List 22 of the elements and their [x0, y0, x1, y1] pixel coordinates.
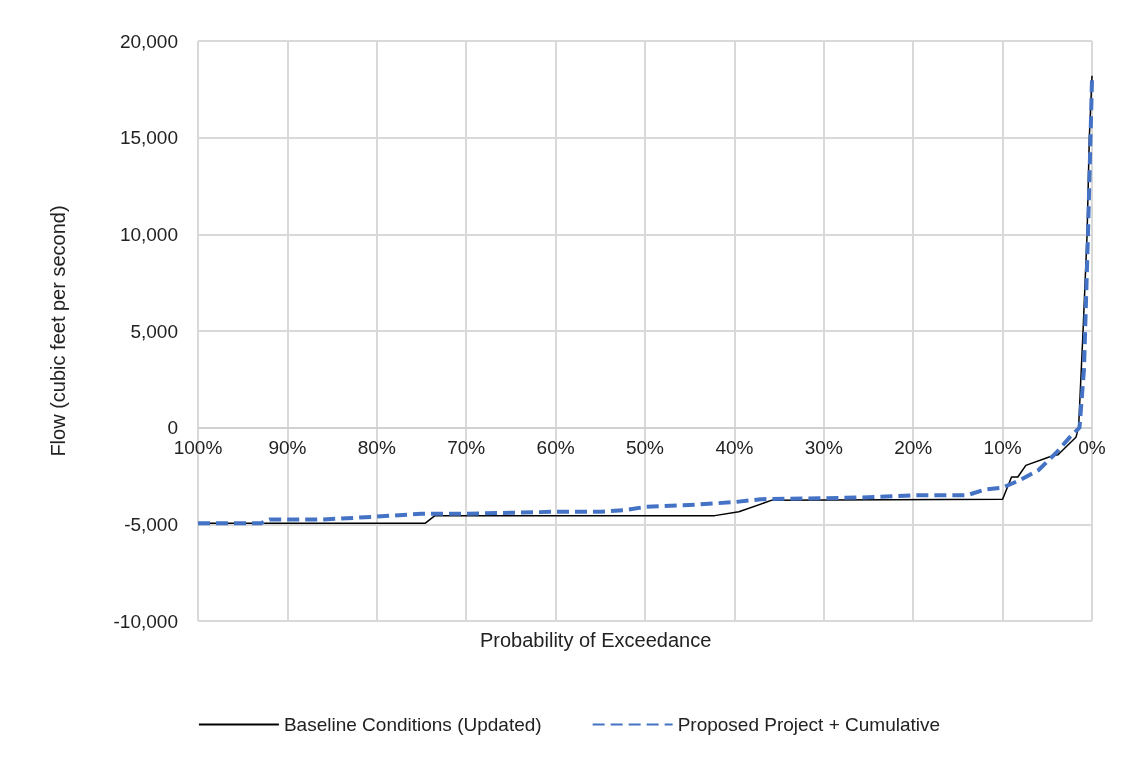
x-tick-label: 30%: [804, 436, 843, 458]
x-tick-label: 10%: [983, 436, 1022, 458]
x-tick-label: 90%: [268, 436, 307, 458]
x-tick-label: 70%: [447, 436, 486, 458]
legend-label: Baseline Conditions (Updated): [283, 714, 542, 735]
y-axis-title: Flow (cubic feet per second): [47, 205, 69, 457]
x-tick-label: 80%: [357, 436, 396, 458]
y-tick-label: 10,000: [119, 223, 178, 245]
x-tick-label: 20%: [894, 436, 933, 458]
x-tick-label: 50%: [625, 436, 665, 458]
y-tick-label: -5,000: [124, 513, 178, 535]
y-tick-label: -10,000: [113, 610, 178, 632]
x-tick-label: 0%: [1078, 436, 1106, 458]
x-tick-label: 100%: [173, 436, 223, 458]
legend-label: Proposed Project + Cumulative: [677, 714, 941, 735]
y-tick-label: 20,000: [119, 30, 178, 52]
x-tick-label: 60%: [536, 436, 575, 458]
y-tick-label: 5,000: [130, 320, 178, 342]
y-tick-label: 15,000: [119, 127, 178, 149]
y-tick-label: 0: [167, 417, 178, 439]
x-tick-label: 40%: [715, 436, 754, 458]
x-axis-title: Probability of Exceedance: [480, 629, 712, 651]
